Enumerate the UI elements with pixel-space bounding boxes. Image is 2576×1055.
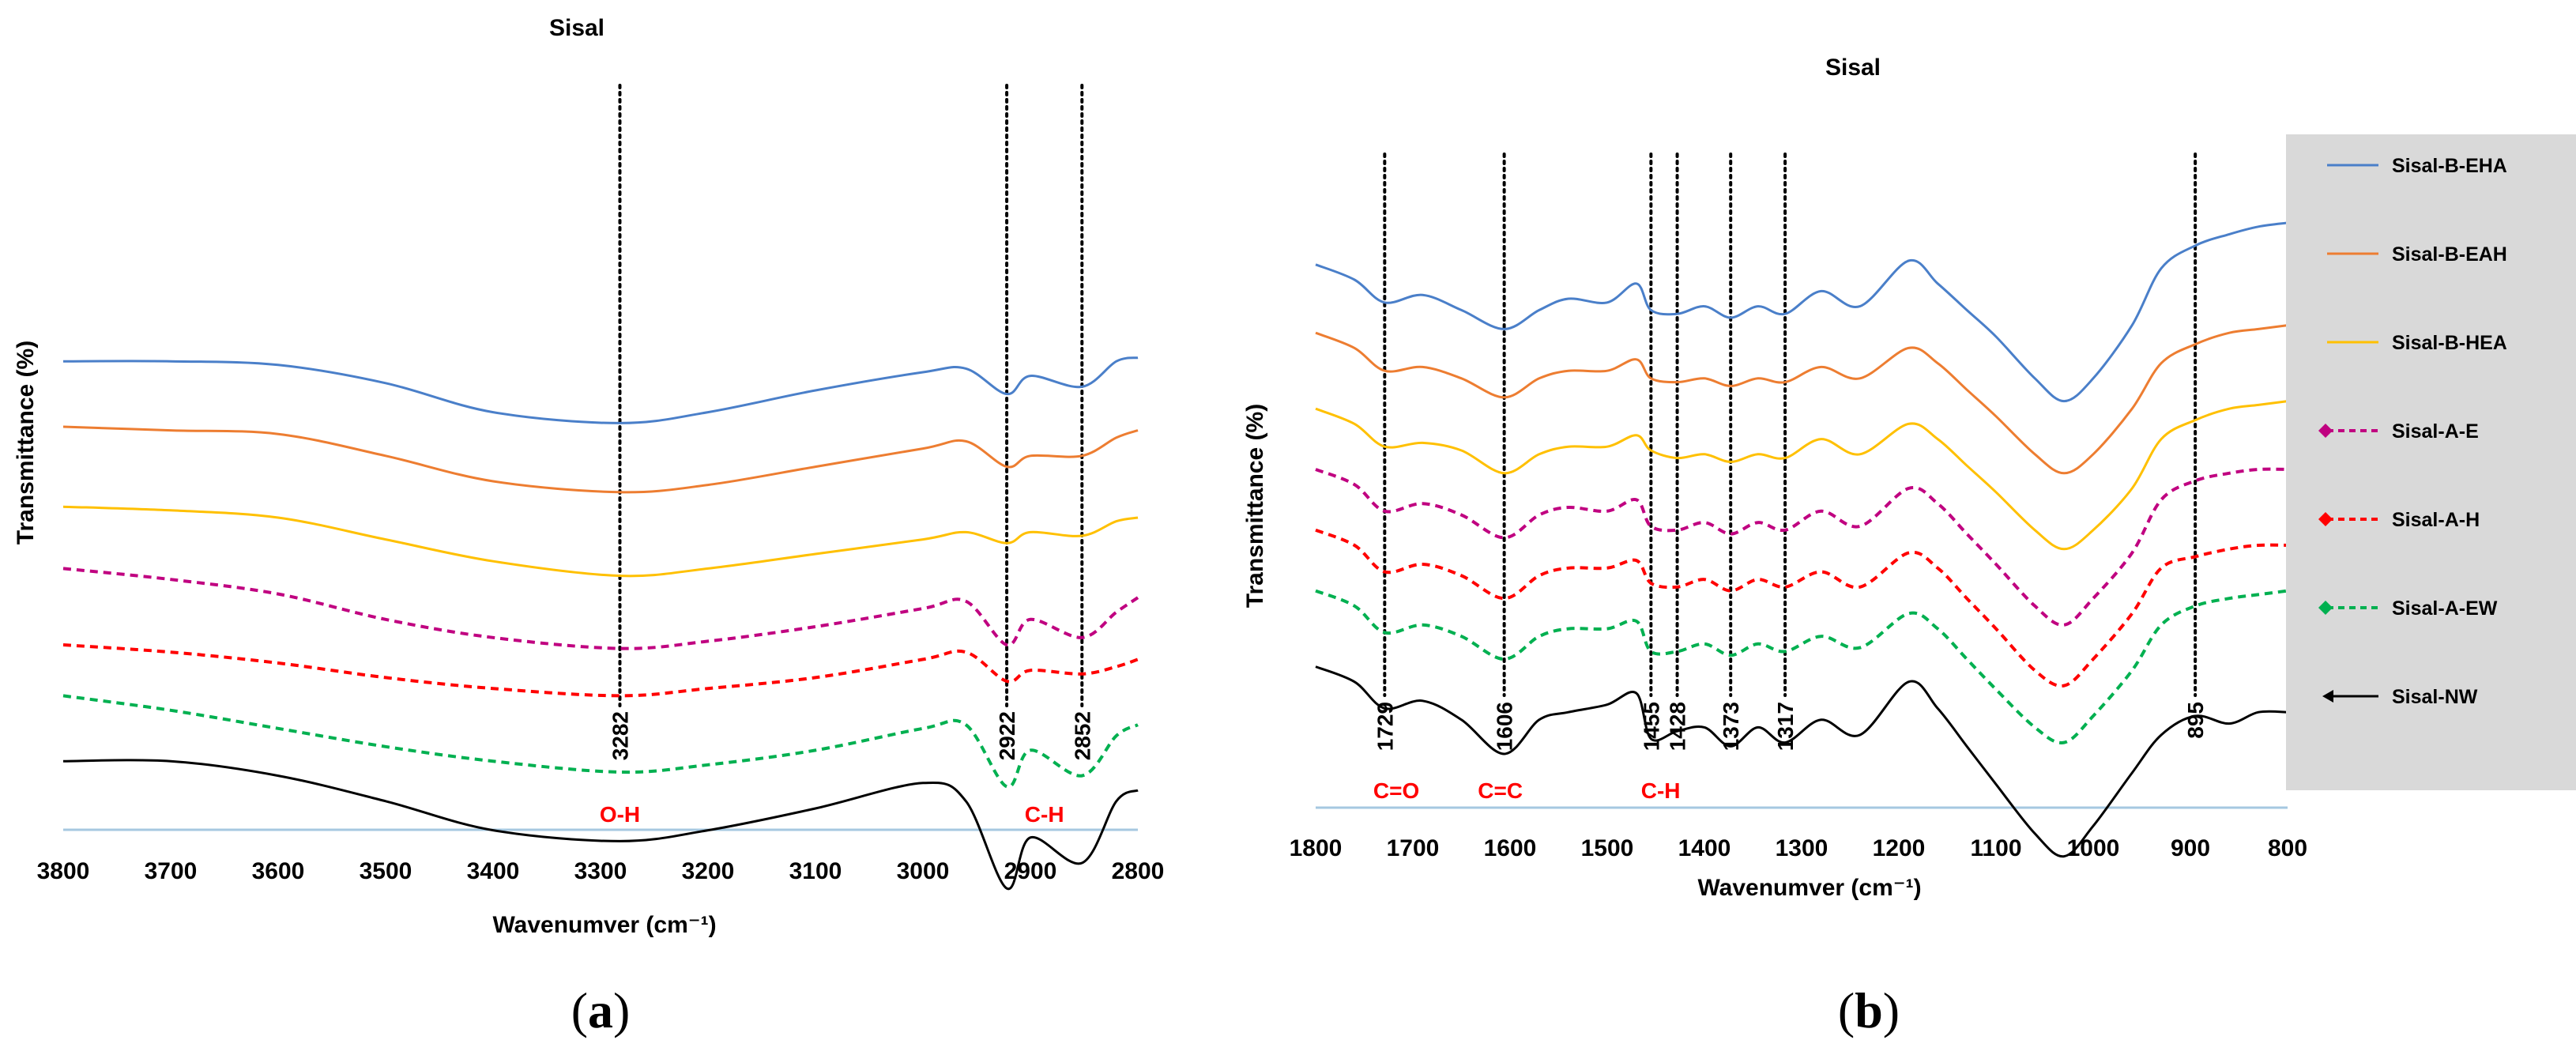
panel-a-y-axis-title: Transmittance (%) — [13, 341, 39, 544]
panel-b-x-tick-1600: 1600 — [1484, 835, 1537, 861]
panel-b-series-sisal-nw — [1315, 665, 2288, 858]
panel-b-peak-label-1428: 1428 — [1666, 702, 1690, 751]
panel-a-series-sisal-a-ew — [62, 694, 1139, 789]
panel-a-x-tick-3000: 3000 — [897, 858, 950, 884]
panel-b-legend-label-sisal-a-e: Sisal-A-E — [2392, 420, 2479, 443]
panel-b-x-tick-1800: 1800 — [1290, 835, 1343, 861]
panel-a-x-tick-3800: 3800 — [37, 858, 90, 884]
panel-b-peak-label-1729: 1729 — [1373, 702, 1397, 751]
panel-a-x-tick-3300: 3300 — [574, 858, 627, 884]
panel-a-x-tick-3600: 3600 — [252, 858, 305, 884]
panel-b-title: Sisal — [1825, 55, 1881, 81]
panel-b-series-sisal-a-e — [1315, 467, 2288, 627]
panel-b-group-label-c-c: C=C — [1478, 778, 1523, 803]
panel-a-chart: Sisal 3800 3700 3600 3500 3400 3300 3200 3100 300… — [13, 15, 1164, 938]
panel-b-x-tick-900: 900 — [2171, 835, 2210, 861]
panel-b-legend-label-sisal-a-h: Sisal-A-H — [2392, 509, 2480, 531]
panel-b-y-axis-title: Transmittance (%) — [1242, 404, 1268, 608]
panel-b-x-tick-800: 800 — [2268, 835, 2307, 861]
panel-b-series-sisal-b-eha — [1315, 221, 2288, 403]
caption-b: (b) — [1838, 982, 1900, 1038]
panel-b-x-axis-title: Wavenumver (cm⁻¹) — [1697, 875, 1921, 901]
caption-a: (a) — [571, 982, 631, 1038]
panel-b-peak-label-1606: 1606 — [1493, 702, 1517, 751]
panel-b-x-tick-1500: 1500 — [1581, 835, 1634, 861]
panel-a-group-label-o-h: O-H — [600, 802, 640, 827]
panel-a-x-tick-3400: 3400 — [467, 858, 520, 884]
panel-a-peak-label-2922: 2922 — [995, 711, 1019, 760]
panel-a-series-sisal-a-e — [62, 567, 1139, 650]
caption-a-text: (a) — [571, 982, 631, 1038]
panel-b-peak-label-895: 895 — [2183, 702, 2208, 739]
panel-a-series-sisal-a-h — [62, 643, 1139, 698]
panel-a-series-sisal-b-eha — [62, 356, 1139, 424]
panel-b-group-label-c-o: C=O — [1373, 778, 1419, 803]
panel-b-legend-marker-sisal-a-e — [2318, 424, 2333, 438]
panel-b-x-tick-1300: 1300 — [1776, 835, 1828, 861]
panel-a-x-tick-3500: 3500 — [360, 858, 412, 884]
panel-a-x-tick-2800: 2800 — [1112, 858, 1165, 884]
panel-b-series-sisal-b-hea — [1315, 400, 2288, 551]
panel-b-legend-label-sisal-a-ew: Sisal-A-EW — [2392, 597, 2498, 620]
panel-a-x-tick-2900: 2900 — [1004, 858, 1057, 884]
panel-b-legend-label-sisal-nw: Sisal-NW — [2392, 686, 2478, 708]
panel-b-legend-box — [2286, 134, 2576, 790]
panel-a-x-tick-3200: 3200 — [682, 858, 735, 884]
panel-b-legend-marker-sisal-a-ew — [2318, 601, 2333, 615]
panel-a-peak-label-3282: 3282 — [608, 711, 632, 760]
panel-a-x-axis-title: Wavenumver (cm⁻¹) — [492, 912, 716, 938]
panel-b-x-tick-1700: 1700 — [1387, 835, 1440, 861]
panel-b-legend-label-sisal-b-eah: Sisal-B-EAH — [2392, 243, 2507, 266]
panel-b-x-tick-1200: 1200 — [1873, 835, 1926, 861]
panel-b-series-sisal-b-eah — [1315, 324, 2288, 475]
panel-b-x-tick-1400: 1400 — [1678, 835, 1731, 861]
panel-a-series-sisal-b-eah — [62, 425, 1139, 494]
panel-b-x-tick-1100: 1100 — [1970, 835, 2021, 861]
panel-b-group-label-c-h: C-H — [1641, 778, 1681, 803]
panel-a-title: Sisal — [549, 15, 604, 41]
panel-b-legend-marker-sisal-nw — [2322, 690, 2333, 703]
panel-a-peak-label-2852: 2852 — [1070, 711, 1094, 760]
panel-b-series-sisal-a-h — [1315, 528, 2288, 688]
panel-b-legend-label-sisal-b-eha: Sisal-B-EHA — [2392, 155, 2507, 177]
panel-a-series-sisal-nw — [62, 759, 1139, 890]
panel-a-group-label-c-h: C-H — [1025, 802, 1064, 827]
panel-a-series-sisal-b-hea — [62, 505, 1139, 578]
panel-b-legend-label-sisal-b-hea: Sisal-B-HEA — [2392, 332, 2507, 354]
panel-a-x-tick-3100: 3100 — [789, 858, 842, 884]
caption-b-text: (b) — [1838, 982, 1900, 1038]
panel-a-x-tick-3700: 3700 — [145, 858, 198, 884]
panel-b-legend-marker-sisal-a-h — [2318, 512, 2333, 526]
